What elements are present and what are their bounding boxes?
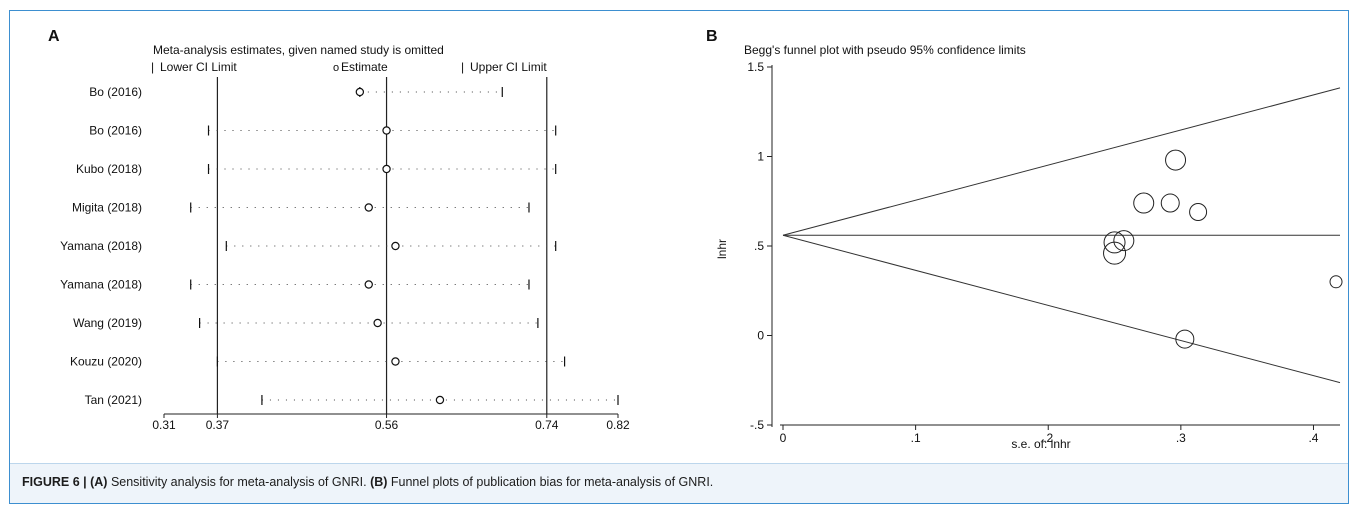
funnel-y-axis-label: lnhr [715,239,729,259]
legend-estimate-label: Estimate [341,60,388,74]
forest-legend: | Lower CI Limit o Estimate | Upper CI L… [151,60,547,74]
funnel-y-tick-label: -.5 [750,418,764,432]
study-estimate [382,164,391,174]
study-estimate [382,126,391,135]
funnel-x-tick-label: .1 [911,431,921,445]
funnel-point [1103,231,1126,254]
funnel-title: Begg's funnel plot with pseudo 95% confi… [744,43,1026,57]
funnel-y-tick-label: .5 [754,239,764,253]
legend-upper-label: Upper CI Limit [470,60,547,74]
study-estimate [355,87,365,97]
funnel-point [1189,202,1208,221]
funnel-y-tick-label: 1.5 [747,60,764,74]
funnel-point [1133,192,1155,214]
caption-b-text: Funnel plots of publication bias for met… [387,475,714,489]
legend-lower-marker: | [151,60,154,74]
forest-x-tick-label: 0.56 [375,418,399,432]
study-estimate [391,241,400,251]
study-estimate [435,395,445,405]
study-estimate [364,280,373,289]
funnel-upper-ci-line [782,87,1341,236]
forest-x-tick-label: 0.31 [152,418,176,432]
study-label: Wang (2019) [73,316,142,330]
legend-estimate-marker: o [333,62,339,74]
panel-label-a: A [48,28,60,45]
study-estimate [373,318,382,328]
forest-plot: A Meta-analysis estimates, given named s… [48,28,630,432]
forest-title: Meta-analysis estimates, given named stu… [153,43,444,57]
panel-b: B Begg's funnel plot with pseudo 95% con… [700,11,1348,461]
study-label: Tan (2021) [85,393,142,407]
figure-frame: A Meta-analysis estimates, given named s… [9,10,1349,504]
study-label: Yamana (2018) [60,239,142,253]
study-label: Migita (2018) [72,201,142,215]
study-label: Yamana (2018) [60,278,142,292]
funnel-content: -.5 0 .5 1 1.5 0 .1 .2 .3 .4 [747,60,1343,445]
panel-label-b: B [706,28,718,45]
study-estimate [391,357,400,366]
funnel-point [1175,329,1195,349]
funnel-x-tick-label: .4 [1308,431,1318,445]
funnel-lower-ci-line [782,234,1341,384]
funnel-point [1103,241,1127,265]
funnel-x-tick-label: .3 [1176,431,1186,445]
figure-caption: FIGURE 6 | (A) Sensitivity analysis for … [10,463,1348,503]
funnel-x-tick-label: 0 [780,431,787,445]
figure-label: FIGURE 6 | [22,475,87,489]
legend-upper-marker: | [461,60,464,74]
study-label: Kubo (2018) [76,162,142,176]
panel-a: A Meta-analysis estimates, given named s… [10,11,700,461]
funnel-point [1329,275,1343,289]
study-label: Kouzu (2020) [70,355,142,369]
forest-x-tick-label: 0.37 [206,418,230,432]
funnel-point [1165,149,1187,171]
forest-x-tick-label: 0.82 [606,418,630,432]
forest-x-tick-label: 0.74 [535,418,559,432]
study-label: Bo (2016) [89,124,142,138]
caption-a-text: Sensitivity analysis for meta-analysis o… [107,475,371,489]
funnel-x-axis-label: s.e. of: lnhr [1011,437,1070,451]
caption-b-label: (B) [370,475,388,489]
funnel-point [1160,193,1180,213]
funnel-y-tick-label: 1 [757,150,764,164]
study-estimate [364,203,373,212]
funnel-point [1113,230,1135,252]
caption-a-label: (A) [90,475,108,489]
forest-content: 0.31 0.37 0.56 0.74 0.82 Bo (2016) Bo (2016) Ku… [60,77,630,432]
funnel-y-tick-label: 0 [757,329,764,343]
study-label: Bo (2016) [89,85,142,99]
funnel-x-tick-label: .2 [1043,431,1053,445]
legend-lower-label: Lower CI Limit [160,60,237,74]
funnel-plot: B Begg's funnel plot with pseudo 95% con… [706,28,1343,451]
